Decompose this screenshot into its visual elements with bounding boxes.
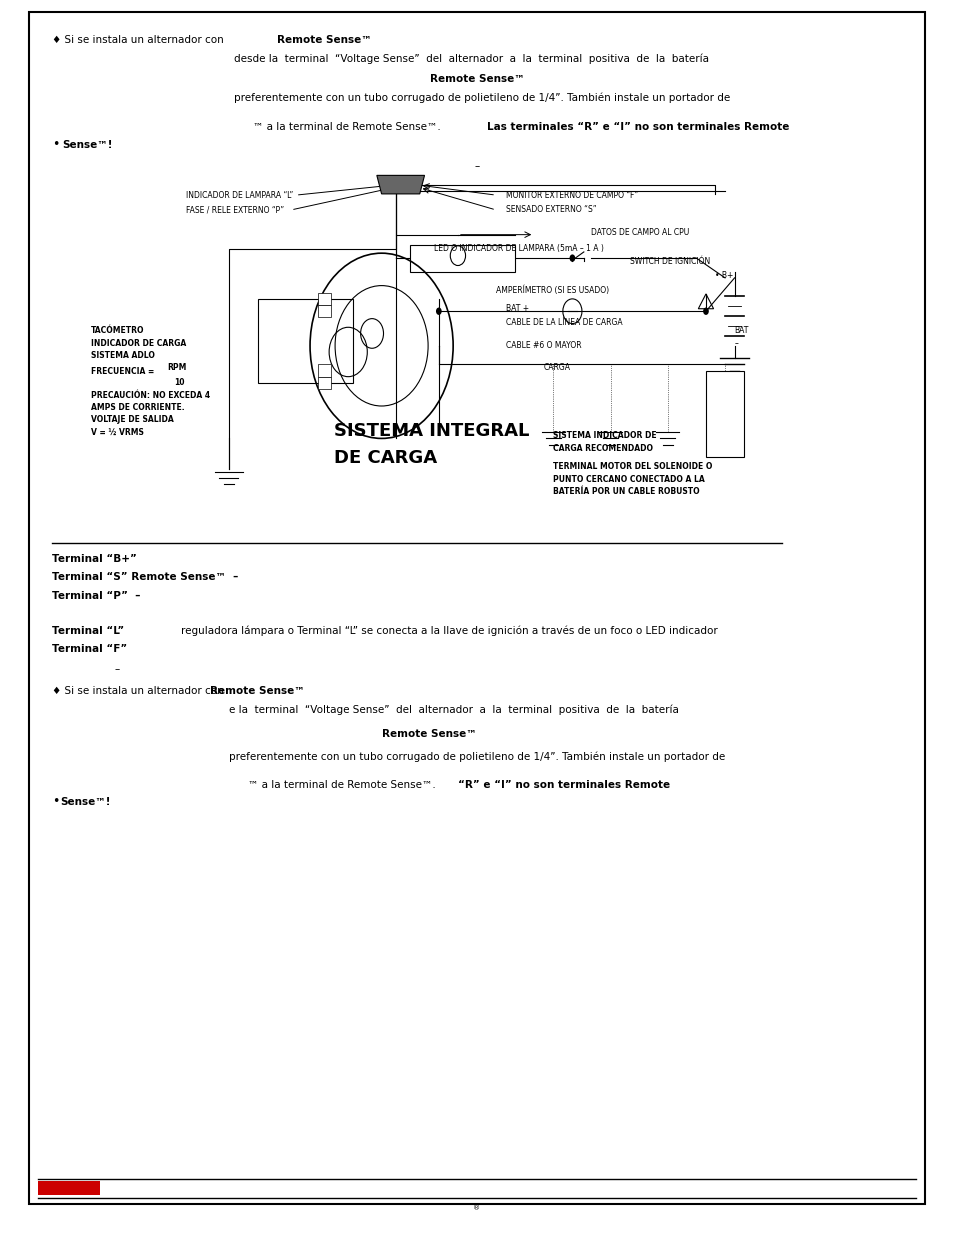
Text: reguladora lámpara o Terminal “L” se conecta a la llave de ignición a través de : reguladora lámpara o Terminal “L” se con… <box>181 625 718 636</box>
Text: SISTEMA ADLO: SISTEMA ADLO <box>91 351 154 361</box>
Text: Terminal “B+”: Terminal “B+” <box>52 555 137 564</box>
Text: LED O INDICADOR DE LAMPARA (5mA – 1 A ): LED O INDICADOR DE LAMPARA (5mA – 1 A ) <box>434 243 603 253</box>
Text: Terminal “S” Remote Sense™  –: Terminal “S” Remote Sense™ – <box>52 573 238 583</box>
Bar <box>257 299 353 383</box>
Text: MONITOR EXTERNO DE CAMPO “F”: MONITOR EXTERNO DE CAMPO “F” <box>505 190 638 200</box>
Text: SISTEMA INTEGRAL: SISTEMA INTEGRAL <box>334 422 529 440</box>
Text: Terminal “L”: Terminal “L” <box>52 626 125 636</box>
Text: •: • <box>52 138 60 151</box>
Text: desde la  terminal  “Voltage Sense”  del  alternador  a  la  terminal  positiva : desde la terminal “Voltage Sense” del al… <box>233 53 708 64</box>
Text: TERMINAL MOTOR DEL SOLENOIDE O: TERMINAL MOTOR DEL SOLENOIDE O <box>553 462 712 472</box>
Text: –: – <box>114 664 120 674</box>
Text: INDICADOR DE LAMPARA “L”: INDICADOR DE LAMPARA “L” <box>186 190 293 200</box>
Text: FRECUENCIA =: FRECUENCIA = <box>91 367 156 377</box>
Text: •: • <box>52 795 60 808</box>
FancyBboxPatch shape <box>29 12 924 1204</box>
Text: PRECAUCIÓN: NO EXCEDA 4: PRECAUCIÓN: NO EXCEDA 4 <box>91 390 210 400</box>
Text: CARGA: CARGA <box>543 363 570 373</box>
Text: ™ a la terminal de Remote Sense™.: ™ a la terminal de Remote Sense™. <box>253 122 447 132</box>
Text: RPM: RPM <box>167 363 186 373</box>
Text: DE CARGA: DE CARGA <box>334 450 436 467</box>
Text: CABLE #6 O MAYOR: CABLE #6 O MAYOR <box>505 341 580 351</box>
Bar <box>317 364 331 377</box>
Bar <box>317 293 331 305</box>
Text: ™ a la terminal de Remote Sense™.: ™ a la terminal de Remote Sense™. <box>248 781 442 790</box>
Text: Las terminales “R” e “I” no son terminales Remote: Las terminales “R” e “I” no son terminal… <box>486 122 788 132</box>
Text: VOLTAJE DE SALIDA: VOLTAJE DE SALIDA <box>91 415 173 425</box>
Text: PUNTO CERCANO CONECTADO A LA: PUNTO CERCANO CONECTADO A LA <box>553 474 704 484</box>
Text: AMPS DE CORRIENTE.: AMPS DE CORRIENTE. <box>91 403 184 412</box>
Text: Remote Sense™: Remote Sense™ <box>210 687 304 697</box>
Text: Sense™!: Sense™! <box>60 798 111 808</box>
Circle shape <box>436 308 441 315</box>
Text: DATOS DE CAMPO AL CPU: DATOS DE CAMPO AL CPU <box>591 227 689 237</box>
Bar <box>38 1181 100 1195</box>
Text: ®: ® <box>473 1205 480 1212</box>
Text: • B+: • B+ <box>715 270 733 280</box>
Bar <box>317 305 331 317</box>
Bar <box>317 377 331 389</box>
Text: preferentemente con un tubo corrugado de polietileno de 1/4”. También instale un: preferentemente con un tubo corrugado de… <box>233 93 729 104</box>
Text: Sense™!: Sense™! <box>62 141 112 151</box>
Text: 10: 10 <box>174 378 185 388</box>
Text: BATERÍA POR UN CABLE ROBUSTO: BATERÍA POR UN CABLE ROBUSTO <box>553 487 700 496</box>
Text: BAT: BAT <box>734 326 748 336</box>
Text: CARGA RECOMENDADO: CARGA RECOMENDADO <box>553 443 653 453</box>
Circle shape <box>569 254 575 262</box>
Text: FASE / RELE EXTERNO “P”: FASE / RELE EXTERNO “P” <box>186 205 284 215</box>
Text: V = ½ VRMS: V = ½ VRMS <box>91 427 143 437</box>
Text: SENSADO EXTERNO “S”: SENSADO EXTERNO “S” <box>505 205 596 215</box>
Text: Remote Sense™: Remote Sense™ <box>276 36 371 46</box>
Text: AMPERÍMETRO (SI ES USADO): AMPERÍMETRO (SI ES USADO) <box>496 285 609 295</box>
Text: CABLE DE LA LÍNEA DE CARGA: CABLE DE LA LÍNEA DE CARGA <box>505 317 621 327</box>
Polygon shape <box>376 175 424 194</box>
Text: Remote Sense™: Remote Sense™ <box>381 730 476 740</box>
Text: Remote Sense™: Remote Sense™ <box>429 74 524 84</box>
Text: “R” e “I” no son terminales Remote: “R” e “I” no son terminales Remote <box>457 781 669 790</box>
Text: SWITCH DE IGNICIÓN: SWITCH DE IGNICIÓN <box>629 257 709 267</box>
Circle shape <box>702 308 708 315</box>
Text: INDICADOR DE CARGA: INDICADOR DE CARGA <box>91 338 186 348</box>
Bar <box>410 245 515 272</box>
Text: preferentemente con un tubo corrugado de polietileno de 1/4”. También instale un: preferentemente con un tubo corrugado de… <box>229 751 724 762</box>
Text: Terminal “P”  –: Terminal “P” – <box>52 592 141 601</box>
Text: ♦ Si se instala un alternador con: ♦ Si se instala un alternador con <box>52 687 227 697</box>
Text: ♦ Si se instala un alternador con: ♦ Si se instala un alternador con <box>52 36 227 46</box>
Text: SISTEMA INDICADOR DE: SISTEMA INDICADOR DE <box>553 431 657 441</box>
Text: BAT +: BAT + <box>505 304 528 314</box>
Text: –: – <box>734 338 738 348</box>
Text: –: – <box>474 162 479 172</box>
Bar <box>705 370 743 457</box>
Text: Terminal “F”: Terminal “F” <box>52 645 128 655</box>
Text: e la  terminal  “Voltage Sense”  del  alternador  a  la  terminal  positiva  de : e la terminal “Voltage Sense” del altern… <box>229 704 679 715</box>
Text: TACÓMETRO: TACÓMETRO <box>91 326 144 336</box>
